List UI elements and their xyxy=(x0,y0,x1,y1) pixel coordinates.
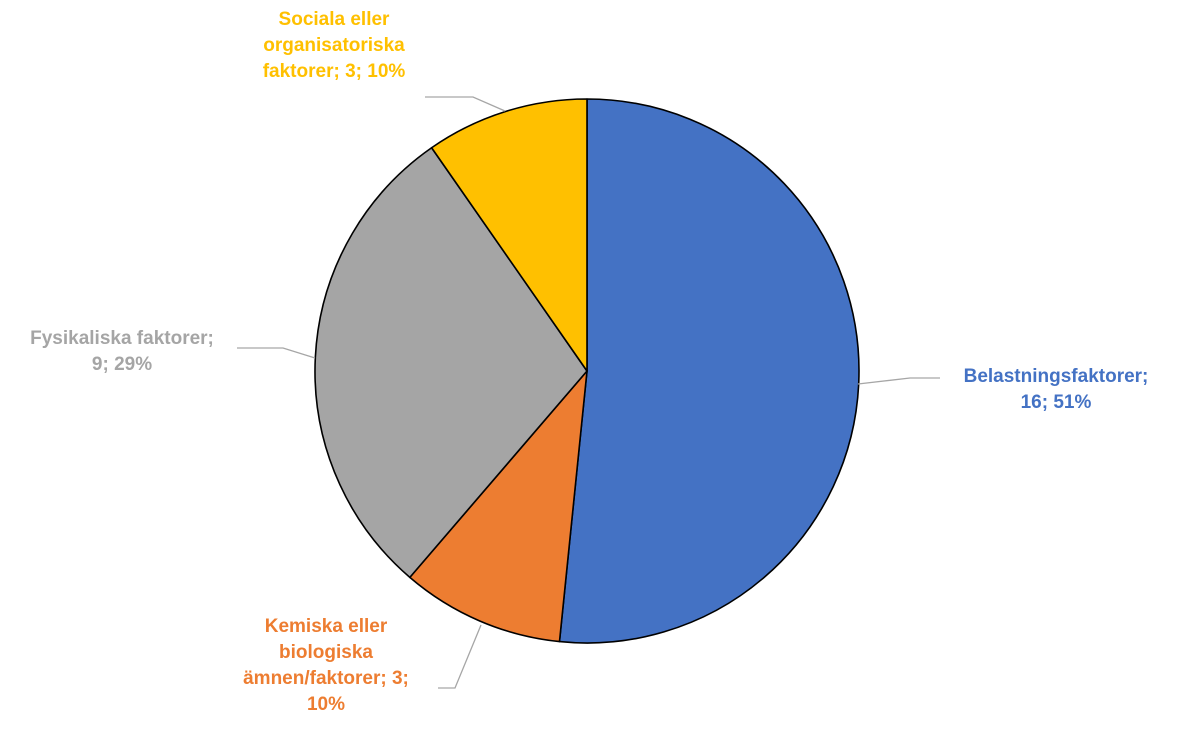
data-label-line: ämnen/faktorer; 3; xyxy=(243,668,409,689)
data-label-line: faktorer; 3; 10% xyxy=(263,61,406,82)
leader-lines xyxy=(237,96,940,689)
data-label-1: Belastningsfaktorer; 16; 51% xyxy=(964,366,1149,413)
leader-line-2 xyxy=(438,624,482,689)
data-label-line: Belastningsfaktorer; xyxy=(964,366,1149,387)
data-label-line: 16; 51% xyxy=(1021,392,1092,413)
data-label-line: Kemiska eller xyxy=(265,616,388,637)
data-label-line: 9; 29% xyxy=(92,354,152,375)
pie-slice-4 xyxy=(430,98,588,372)
pie-slice-2 xyxy=(409,370,588,643)
pie-slices xyxy=(314,98,860,644)
leader-line-1 xyxy=(857,377,940,385)
data-label-line: Sociala eller xyxy=(279,9,391,30)
data-label-2: Kemiska eller biologiska ämnen/faktorer; 3… xyxy=(243,616,409,715)
data-labels: Belastningsfaktorer; 16; 51% Kemiska eller… xyxy=(30,9,1148,715)
pie-slice-1 xyxy=(558,98,860,644)
leader-line-4 xyxy=(425,96,506,112)
data-label-line: biologiska xyxy=(279,642,373,663)
leader-line-3 xyxy=(237,347,316,359)
data-label-line: 10% xyxy=(307,694,345,715)
data-label-line: Fysikaliska faktorer; xyxy=(30,328,214,349)
data-label-line: organisatoriska xyxy=(263,35,405,56)
data-label-4: Sociala eller organisatoriska faktorer; 3;… xyxy=(263,9,406,82)
data-label-3: Fysikaliska faktorer; 9; 29% xyxy=(30,328,214,375)
pie-slice-3 xyxy=(314,146,588,579)
